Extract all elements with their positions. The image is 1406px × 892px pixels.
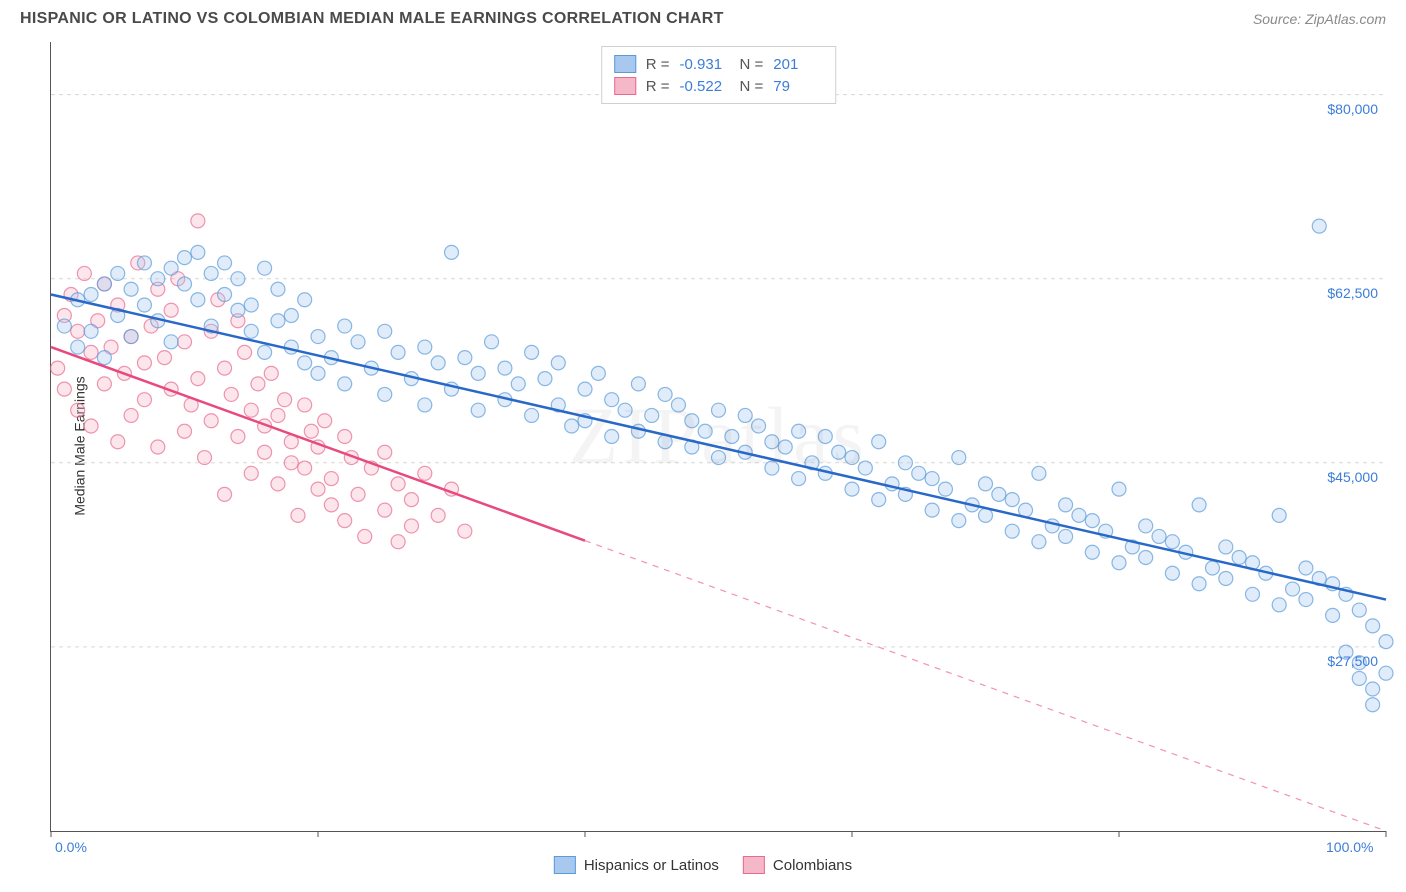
chart-source: Source: ZipAtlas.com: [1253, 11, 1386, 27]
stat-n-val-0: 201: [773, 56, 823, 73]
x-tick-label: 100.0%: [1326, 839, 1373, 855]
legend-stats-row-0: R = -0.931 N = 201: [614, 53, 824, 75]
chart-header: HISPANIC OR LATINO VS COLOMBIAN MEDIAN M…: [20, 10, 1386, 28]
legend-bottom-swatch-1: [743, 856, 765, 874]
stat-r-val-1: -0.522: [680, 78, 730, 95]
y-tick-label: $27,500: [1327, 653, 1378, 669]
legend-bottom: Hispanics or Latinos Colombians: [554, 856, 852, 874]
legend-bottom-swatch-0: [554, 856, 576, 874]
legend-stats-box: R = -0.931 N = 201 R = -0.522 N = 79: [601, 46, 837, 104]
y-tick-label: $80,000: [1327, 101, 1378, 117]
stat-r-label-0: R =: [646, 56, 670, 73]
legend-swatch-0: [614, 55, 636, 73]
plot-area: ZIPatlas R = -0.931 N = 201 R = -0.522 N…: [50, 42, 1386, 832]
x-tick-label: 0.0%: [55, 839, 87, 855]
stat-n-val-1: 79: [773, 78, 823, 95]
chart-title: HISPANIC OR LATINO VS COLOMBIAN MEDIAN M…: [20, 10, 724, 28]
legend-swatch-1: [614, 77, 636, 95]
legend-bottom-item-0: Hispanics or Latinos: [554, 856, 719, 874]
stat-r-label-1: R =: [646, 78, 670, 95]
legend-bottom-label-1: Colombians: [773, 857, 852, 874]
y-tick-label: $62,500: [1327, 285, 1378, 301]
y-tick-label: $45,000: [1327, 469, 1378, 485]
legend-bottom-item-1: Colombians: [743, 856, 852, 874]
stat-n-label-1: N =: [740, 78, 764, 95]
stat-n-label-0: N =: [740, 56, 764, 73]
plot-svg: [51, 42, 1386, 831]
legend-stats-row-1: R = -0.522 N = 79: [614, 75, 824, 97]
legend-bottom-label-0: Hispanics or Latinos: [584, 857, 719, 874]
stat-r-val-0: -0.931: [680, 56, 730, 73]
